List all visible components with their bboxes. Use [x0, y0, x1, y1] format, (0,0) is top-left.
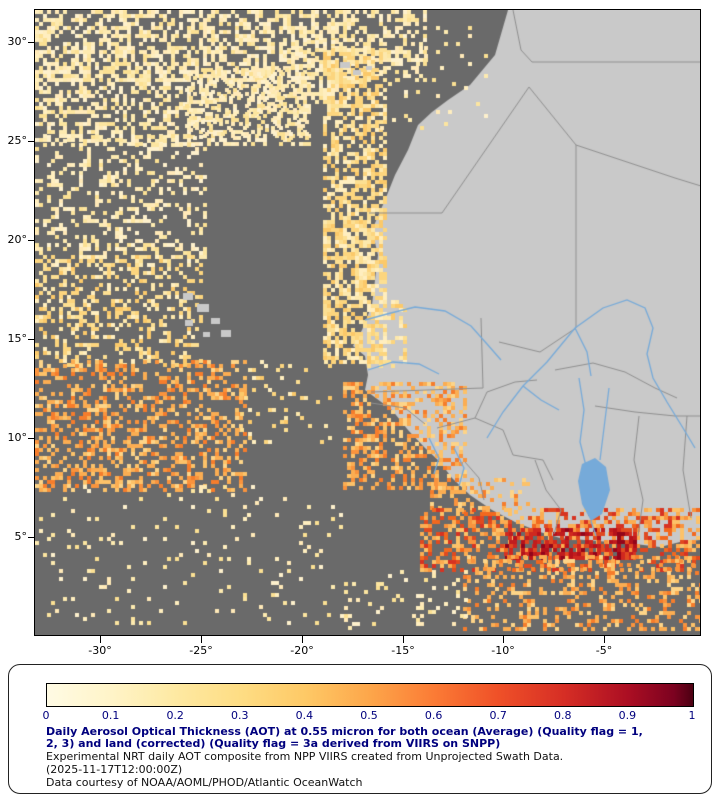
- colorbar-tick-label: 0.4: [295, 709, 314, 722]
- legend-panel: 0 0.1 0.2 0.3 0.4 0.5 0.6 0.7 0.8 0.9 1 …: [8, 664, 712, 794]
- aot-map-canvas: [35, 10, 700, 635]
- caption-heading-line-1: Daily Aerosol Optical Thickness (AOT) at…: [46, 725, 643, 738]
- lat-tick: [28, 537, 35, 538]
- lon-tick: [100, 636, 101, 643]
- lon-label-m25: -25°: [189, 644, 213, 657]
- lon-tick: [302, 636, 303, 643]
- lat-label-30: 30°: [7, 35, 28, 48]
- caption-experimental: Experimental NRT daily AOT composite fro…: [46, 750, 564, 763]
- colorbar: [46, 683, 694, 707]
- lon-tick: [604, 636, 605, 643]
- lat-tick: [28, 141, 35, 142]
- lat-label-20: 20°: [7, 233, 28, 246]
- caption-date: (2025-11-17T12:00:00Z): [46, 763, 183, 776]
- lon-label-m5: -5°: [595, 644, 613, 657]
- lat-label-25: 25°: [7, 134, 28, 147]
- caption-heading-line-2: 2, 3) and land (corrected) (Quality flag…: [46, 737, 501, 750]
- lon-label-m20: -20°: [290, 644, 314, 657]
- colorbar-tick-label: 0.3: [231, 709, 249, 722]
- colorbar-tick-labels: 0 0.1 0.2 0.3 0.4 0.5 0.6 0.7 0.8 0.9 1: [42, 709, 696, 723]
- colorbar-tick-label: 0.8: [554, 709, 572, 722]
- colorbar-tick-label: 0.7: [489, 709, 507, 722]
- lat-tick: [28, 42, 35, 43]
- lat-tick: [28, 339, 35, 340]
- lat-tick: [28, 438, 35, 439]
- lon-label-m10: -10°: [491, 644, 515, 657]
- lon-label-m15: -15°: [391, 644, 415, 657]
- colorbar-tick-label: 0.9: [618, 709, 637, 722]
- colorbar-gradient: [47, 684, 693, 706]
- colorbar-tick-label: 0: [42, 709, 50, 722]
- colorbar-tick-label: 0.1: [101, 709, 120, 722]
- colorbar-tick-label: 0.5: [360, 709, 378, 722]
- lon-tick: [201, 636, 202, 643]
- colorbar-tick-label: 1: [688, 709, 696, 722]
- lat-label-5: 5°: [14, 530, 28, 543]
- map-frame: [34, 9, 701, 636]
- colorbar-tick-label: 0.6: [424, 709, 443, 722]
- caption: Daily Aerosol Optical Thickness (AOT) at…: [46, 726, 701, 789]
- lat-label-10: 10°: [7, 431, 28, 444]
- lon-label-m30: -30°: [88, 644, 112, 657]
- lat-tick: [28, 240, 35, 241]
- colorbar-tick-label: 0.2: [166, 709, 184, 722]
- lon-tick: [503, 636, 504, 643]
- lon-tick: [403, 636, 404, 643]
- caption-courtesy: Data courtesy of NOAA/AOML/PHOD/Atlantic…: [46, 776, 363, 789]
- lat-label-15: 15°: [7, 332, 28, 345]
